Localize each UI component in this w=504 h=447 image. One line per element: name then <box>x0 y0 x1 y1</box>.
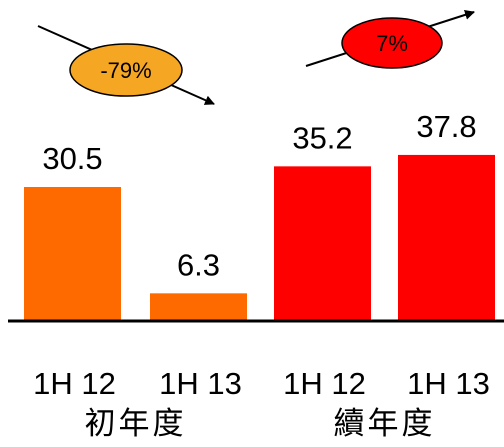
tick-label-3: 1H 12 <box>283 366 366 401</box>
group-label-1: 初年度 <box>85 406 187 442</box>
data-label-2: 6.3 <box>177 247 220 282</box>
bar-2 <box>150 293 247 321</box>
data-label-4: 37.8 <box>416 109 476 144</box>
bar-1 <box>24 187 121 321</box>
category-ticks-layer: 1H 12 1H 13 1H 12 1H 13 <box>33 366 490 401</box>
annotation-label-2: 7% <box>376 31 408 56</box>
group-labels-layer: 初年度 續年度 <box>85 406 436 442</box>
tick-label-1: 1H 12 <box>33 366 116 401</box>
group-label-2: 續年度 <box>334 406 436 442</box>
annotation-label-1: -79% <box>100 58 151 83</box>
bars-layer <box>24 154 495 321</box>
tick-label-4: 1H 13 <box>407 366 490 401</box>
data-label-1: 30.5 <box>42 141 102 176</box>
labels-layer: 30.5 6.3 35.2 37.8 <box>42 109 476 282</box>
bar-3 <box>274 166 371 321</box>
annotations-layer: -79% 7% <box>37 9 475 105</box>
bar-4 <box>398 154 495 321</box>
annotation-bubble-1 <box>69 43 183 97</box>
tick-label-2: 1H 13 <box>159 366 242 401</box>
data-label-3: 35.2 <box>292 120 352 155</box>
annotation-bubble-2 <box>341 17 443 69</box>
